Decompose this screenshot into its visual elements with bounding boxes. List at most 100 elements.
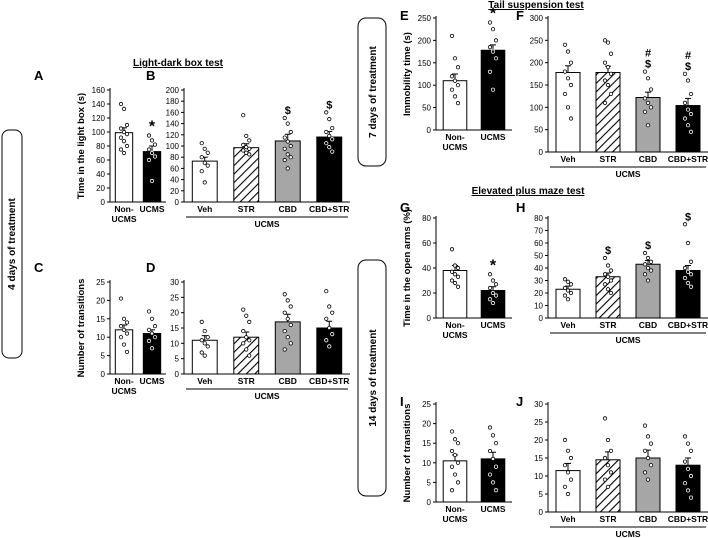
y-tick-label-j-2: 10 (534, 472, 543, 481)
data-point-f-2-5 (648, 105, 654, 110)
significance-g-1-0: * (490, 257, 497, 274)
y-tick-label-g-0: 0 (427, 314, 432, 323)
y-tick-label-j-4: 20 (534, 436, 543, 445)
bar-c-1 (142, 333, 162, 375)
data-point-b-1-0 (241, 113, 246, 118)
data-point-i-0-0 (449, 429, 455, 434)
y-tick-label-e-0: 0 (427, 126, 432, 135)
data-point-i-0-3 (449, 448, 455, 454)
y-tick-label-j-0: 0 (539, 508, 544, 517)
data-point-b-2-6 (282, 146, 287, 151)
data-point-d-3-6 (324, 338, 329, 343)
y-tick-label-a-8: 160 (92, 86, 106, 95)
data-point-i-1-3 (487, 448, 493, 454)
data-point-f-2-6 (642, 109, 648, 114)
data-point-f-1-2 (608, 51, 614, 56)
data-point-b-2-9 (282, 157, 287, 163)
y-tick-label-d-3: 15 (170, 324, 179, 333)
data-point-g-0-8 (455, 284, 461, 289)
y-axis-label-i: Number of transitions (402, 404, 413, 503)
data-point-c-1-5 (152, 335, 158, 340)
title-light-dark: Light-dark box test (133, 58, 224, 69)
data-point-h-0-6 (562, 293, 568, 298)
data-point-j-3-0 (682, 434, 688, 439)
data-point-i-1-2 (493, 441, 499, 446)
data-point-f-2-3 (642, 96, 648, 101)
data-point-a-0-3 (118, 126, 124, 131)
data-point-j-1-4 (605, 463, 611, 468)
data-point-a-1-1 (149, 138, 155, 143)
data-point-i-1-8 (493, 488, 499, 493)
x-tick-label-b-1: STR (238, 204, 255, 214)
bar-d-3 (316, 327, 343, 375)
x-tick-label-g-0-line2: UCMS (442, 330, 467, 340)
data-point-b-1-2 (247, 138, 252, 143)
label-4-days: 4 days of treatment (7, 197, 18, 289)
data-point-f-3-7 (685, 123, 691, 128)
data-point-f-2-1 (645, 76, 651, 81)
data-point-j-3-2 (688, 448, 694, 453)
panel-label-a: A (34, 68, 44, 83)
data-point-g-0-0 (449, 247, 455, 252)
y-tick-label-d-1: 5 (175, 355, 180, 364)
data-point-h-2-2 (648, 259, 654, 264)
x-tick-label-a-1: UCMS (139, 204, 164, 214)
data-point-a-1-0 (146, 133, 152, 138)
panel-label-d: D (146, 260, 155, 275)
y-tick-label-i-1: 5 (427, 478, 432, 487)
data-point-a-0-9 (118, 147, 124, 152)
y-tick-label-g-1: 20 (422, 289, 431, 298)
data-point-e-0-6 (449, 87, 455, 92)
data-point-c-1-3 (146, 327, 152, 332)
data-point-d-2-4 (285, 316, 290, 321)
data-point-j-3-7 (685, 488, 691, 493)
data-point-d-3-0 (324, 289, 329, 294)
panel-label-h: H (516, 200, 525, 215)
data-point-h-3-2 (688, 259, 694, 264)
data-point-a-0-1 (121, 106, 127, 112)
data-point-g-1-1 (490, 278, 496, 283)
significance-h-3-0: $ (685, 211, 691, 223)
data-point-h-2-0 (642, 250, 648, 256)
data-point-e-1-4 (490, 49, 496, 54)
y-axis-label-e: Immobility time (s) (402, 32, 413, 116)
significance-b-2-0: $ (285, 105, 291, 117)
data-point-b-0-4 (202, 160, 207, 165)
data-point-h-1-6 (602, 282, 608, 287)
x-tick-label-d-1: STR (238, 376, 255, 386)
data-point-i-0-9 (449, 488, 455, 493)
data-point-j-2-7 (645, 477, 651, 482)
data-point-e-1-5 (493, 56, 499, 61)
data-point-i-0-6 (449, 464, 455, 469)
data-point-b-2-7 (285, 152, 290, 157)
panel-label-c: C (34, 260, 44, 275)
y-tick-label-c-0: 0 (101, 370, 106, 379)
x-tick-label-j-3: CBD+STR (668, 514, 708, 524)
panel-label-e: E (400, 8, 409, 23)
data-point-b-2-2 (288, 129, 293, 135)
data-point-g-1-3 (487, 285, 493, 291)
data-point-d-2-5 (288, 322, 293, 328)
data-point-h-3-0 (682, 222, 688, 227)
bar-h-1 (595, 276, 621, 319)
data-point-g-1-7 (490, 300, 496, 306)
data-point-d-2-1 (285, 298, 290, 303)
data-point-d-2-8 (288, 341, 293, 346)
data-point-f-2-7 (645, 123, 651, 128)
y-tick-label-a-4: 80 (96, 142, 105, 151)
data-point-d-0-0 (199, 319, 204, 324)
data-point-h-1-5 (608, 278, 614, 283)
data-point-a-1-2 (152, 142, 158, 147)
x-tick-label-b-3: CBD+STR (309, 204, 349, 214)
data-point-i-0-8 (455, 480, 461, 485)
data-point-f-0-2 (568, 60, 574, 65)
data-point-b-1-6 (241, 148, 246, 153)
data-point-b-2-3 (282, 135, 287, 140)
y-tick-label-a-2: 40 (96, 170, 105, 179)
data-point-j-2-4 (645, 455, 651, 461)
data-point-b-2-0 (282, 115, 287, 121)
y-tick-label-f-2: 100 (530, 103, 544, 112)
data-point-i-1-1 (490, 433, 496, 438)
x-tick-label-h-3: CBD+STR (668, 320, 708, 330)
